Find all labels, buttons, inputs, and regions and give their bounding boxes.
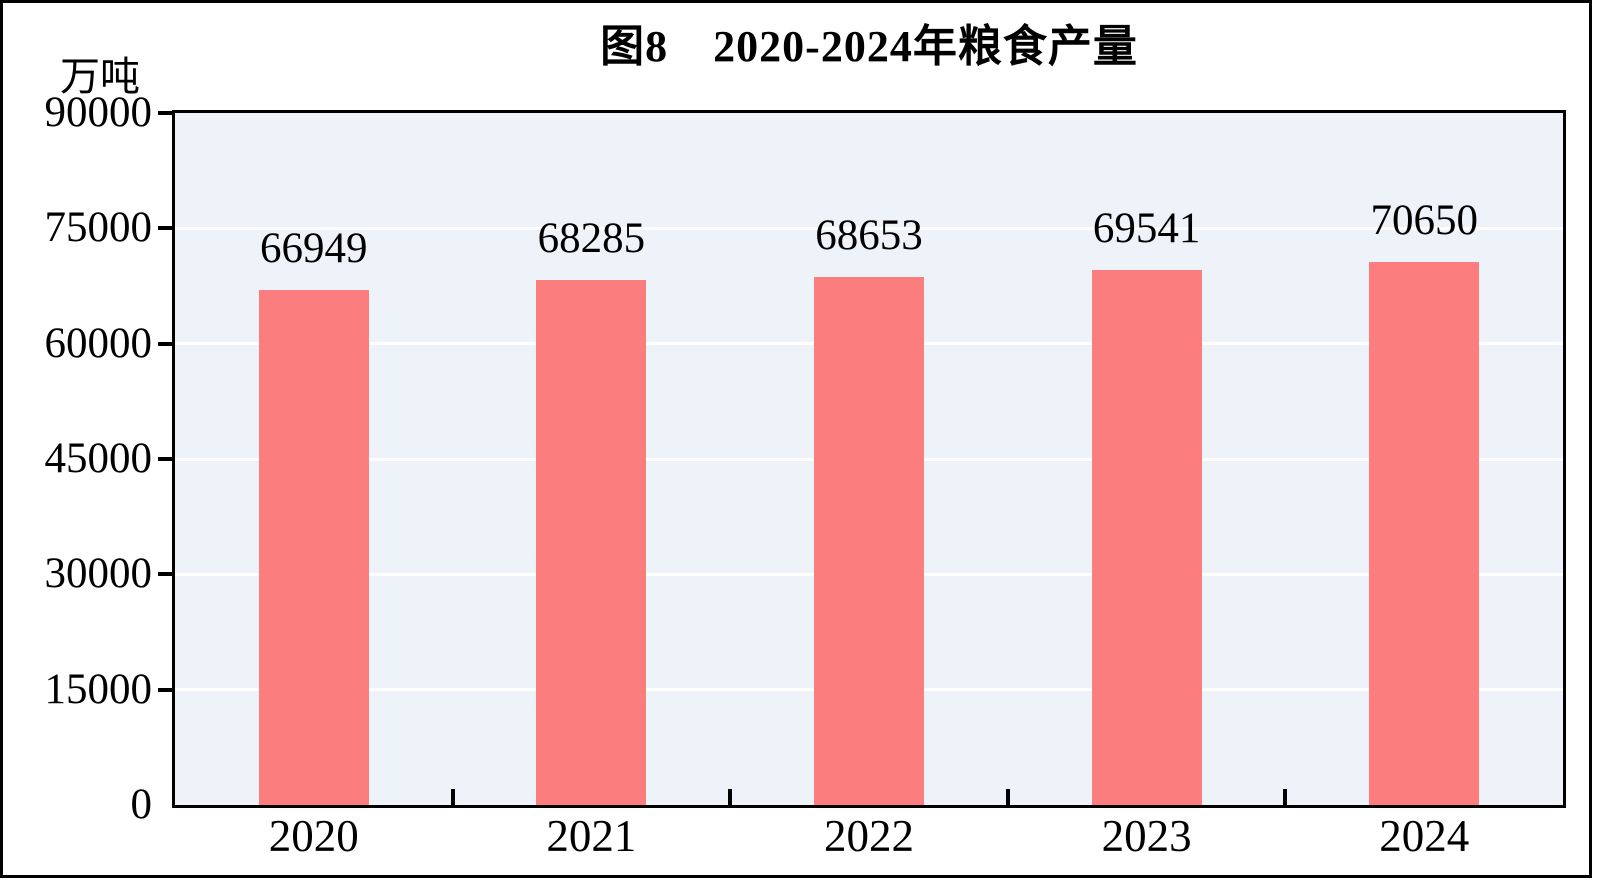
y-tick-label-30000: 30000 <box>44 550 153 598</box>
y-axis-tick-15000 <box>158 687 173 692</box>
x-category-label-2020: 2020 <box>268 811 359 861</box>
gridline-75000 <box>175 226 1563 230</box>
value-label-2022: 68653 <box>815 212 923 260</box>
value-label-2021: 68285 <box>537 214 646 262</box>
y-tick-label-15000: 15000 <box>44 665 153 713</box>
x-axis-tick <box>1283 789 1288 805</box>
y-axis-tick-90000 <box>158 111 173 115</box>
x-category-label-2022: 2022 <box>824 811 914 861</box>
y-axis-tick-45000 <box>158 457 173 461</box>
bar-2024 <box>1369 261 1480 805</box>
y-tick-label-75000: 75000 <box>44 204 153 252</box>
y-axis-unit-label: 万吨 <box>60 54 140 99</box>
plot-area: 66949 68285 68653 69541 70650 <box>172 110 1566 808</box>
y-tick-label-0: 0 <box>130 781 153 828</box>
y-tick-label-60000: 60000 <box>44 319 153 367</box>
value-label-2024: 70650 <box>1370 196 1478 244</box>
chart-title: 图8 2020-2024年粮食产量 <box>600 22 1138 71</box>
bar-2020 <box>258 290 369 805</box>
y-axis-tick-30000 <box>158 572 173 577</box>
value-label-2023: 69541 <box>1092 205 1201 253</box>
x-category-label-2023: 2023 <box>1101 811 1192 861</box>
y-axis-tick-75000 <box>158 226 173 231</box>
x-axis-tick <box>450 789 455 805</box>
x-axis-tick <box>728 789 733 805</box>
x-category-label-2021: 2021 <box>546 811 637 861</box>
y-tick-label-45000: 45000 <box>44 435 153 482</box>
y-axis-tick-60000 <box>158 341 173 346</box>
x-category-label-2024: 2024 <box>1379 811 1470 861</box>
bar-2021 <box>536 279 647 805</box>
plot-panel: 66949 68285 68653 69541 70650 <box>175 113 1563 805</box>
bar-2023 <box>1091 270 1202 805</box>
bar-2022 <box>814 277 924 805</box>
y-tick-label-90000: 90000 <box>44 89 153 136</box>
x-axis-tick <box>1005 789 1010 805</box>
value-label-2020: 66949 <box>260 225 368 273</box>
